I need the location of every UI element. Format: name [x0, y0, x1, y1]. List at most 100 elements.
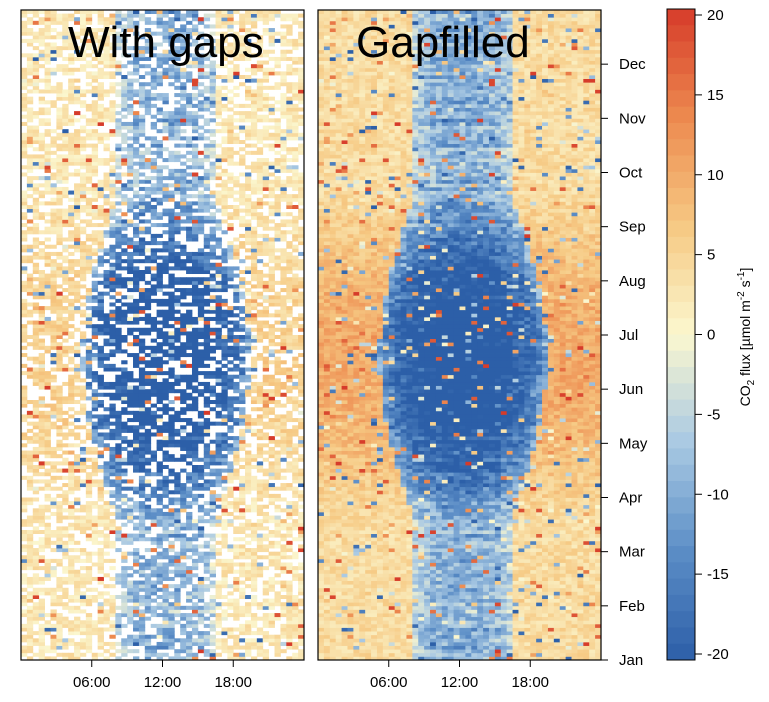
- heatmap-cell: [203, 465, 211, 470]
- heatmap-cell: [144, 345, 152, 350]
- heatmap-cell: [74, 132, 81, 137]
- heatmap-cell: [85, 551, 93, 556]
- heatmap-cell: [32, 306, 40, 311]
- heatmap-cell: [239, 241, 246, 246]
- heatmap-cell: [115, 327, 122, 332]
- heatmap-cell: [197, 176, 205, 181]
- heatmap-cell: [91, 414, 99, 419]
- heatmap-cell: [245, 223, 252, 228]
- heatmap-cell: [150, 374, 158, 379]
- heatmap-cell: [44, 569, 51, 574]
- heatmap-cell: [256, 244, 264, 249]
- heatmap-cell: [156, 363, 163, 368]
- heatmap-cell: [21, 432, 28, 437]
- heatmap-cell: [268, 436, 275, 441]
- heatmap-cell: [68, 511, 75, 516]
- heatmap-cell: [239, 400, 246, 405]
- heatmap-cell: [44, 161, 51, 166]
- heatmap-cell: [168, 324, 175, 329]
- heatmap-cell: [150, 291, 158, 296]
- heatmap-cell: [209, 472, 216, 477]
- heatmap-cell: [292, 418, 299, 423]
- heatmap-cell: [191, 356, 199, 361]
- heatmap-cell: [56, 631, 63, 636]
- heatmap-cell: [239, 201, 246, 206]
- heatmap-cell: [162, 493, 169, 498]
- heatmap-cell: [109, 493, 116, 498]
- heatmap-cell: [138, 186, 146, 191]
- heatmap-cell: [245, 331, 252, 336]
- heatmap-cell: [97, 439, 104, 444]
- heatmap-cell: [239, 316, 246, 321]
- heatmap-cell: [280, 381, 287, 386]
- heatmap-cell: [245, 573, 252, 578]
- heatmap-cell: [138, 465, 146, 470]
- heatmap-cell: [268, 425, 275, 430]
- heatmap-cell: [298, 439, 305, 444]
- heatmap-cell: [44, 645, 51, 650]
- heatmap-cell: [62, 645, 69, 650]
- heatmap-cell: [286, 555, 293, 560]
- heatmap-cell: [62, 475, 69, 480]
- heatmap-cell: [127, 107, 134, 112]
- heatmap-cell: [38, 327, 45, 332]
- heatmap-cell: [280, 349, 287, 354]
- heatmap-cell: [103, 172, 110, 177]
- heatmap-cell: [162, 598, 169, 603]
- heatmap-cell: [127, 454, 134, 459]
- heatmap-cell: [215, 519, 222, 524]
- heatmap-cell: [197, 223, 205, 228]
- heatmap-cell: [250, 237, 258, 242]
- heatmap-cell: [215, 443, 222, 448]
- heatmap-cell: [162, 403, 169, 408]
- heatmap-cell: [256, 526, 264, 531]
- heatmap-cell: [180, 154, 187, 159]
- heatmap-cell: [133, 533, 140, 538]
- heatmap-cell: [26, 609, 34, 614]
- heatmap-cell: [256, 215, 264, 220]
- heatmap-cell: [239, 147, 246, 152]
- heatmap-cell: [221, 584, 228, 589]
- heatmap-cell: [250, 316, 258, 321]
- heatmap-cell: [74, 288, 81, 293]
- heatmap-cell: [127, 428, 134, 433]
- heatmap-cell: [68, 335, 75, 340]
- heatmap-cell: [274, 432, 281, 437]
- heatmap-cell: [215, 421, 222, 426]
- heatmap-cell: [256, 511, 264, 516]
- heatmap-cell: [186, 230, 193, 235]
- heatmap-cell: [115, 118, 122, 123]
- heatmap-cell: [127, 244, 134, 249]
- heatmap-cell: [162, 537, 169, 542]
- heatmap-cell: [233, 335, 240, 340]
- heatmap-cell: [32, 540, 40, 545]
- heatmap-cell: [262, 273, 270, 278]
- heatmap-cell: [79, 338, 87, 343]
- heatmap-cell: [197, 641, 205, 646]
- heatmap-cell: [209, 118, 216, 123]
- heatmap-cell: [180, 349, 187, 354]
- heatmap-cell: [174, 223, 181, 228]
- heatmap-cell: [97, 432, 104, 437]
- heatmap-cell: [268, 620, 275, 625]
- heatmap-cell: [221, 103, 228, 108]
- heatmap-cell: [274, 107, 281, 112]
- heatmap-cell: [38, 331, 45, 336]
- heatmap-cell: [286, 367, 293, 372]
- heatmap-cell: [298, 602, 305, 607]
- heatmap-cell: [174, 230, 181, 235]
- heatmap-cell: [203, 255, 211, 260]
- heatmap-cell: [280, 425, 287, 430]
- heatmap-cell: [286, 306, 293, 311]
- heatmap-cell: [127, 316, 134, 321]
- heatmap-cell: [115, 468, 122, 473]
- heatmap-cell: [274, 613, 281, 618]
- heatmap-cell: [245, 270, 252, 275]
- heatmap-cell: [280, 580, 287, 585]
- heatmap-cell: [250, 262, 258, 267]
- heatmap-cell: [280, 270, 287, 275]
- heatmap-cell: [227, 468, 234, 473]
- heatmap-cell: [245, 172, 252, 177]
- heatmap-cell: [221, 374, 228, 379]
- heatmap-cell: [56, 273, 63, 278]
